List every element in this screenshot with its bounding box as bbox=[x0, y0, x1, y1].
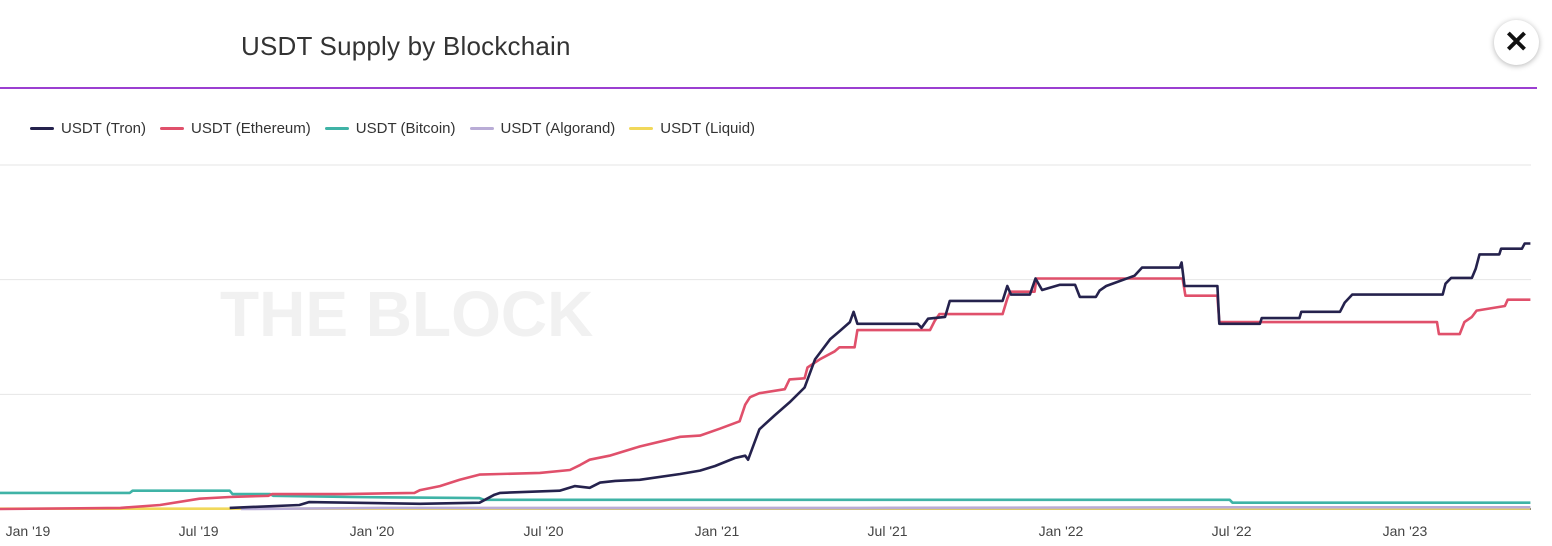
legend-label: USDT (Ethereum) bbox=[191, 120, 311, 137]
legend-item-bitcoin[interactable]: USDT (Bitcoin) bbox=[324, 120, 456, 137]
legend-swatch bbox=[160, 127, 185, 130]
x-tick-label: Jan '23 bbox=[1383, 523, 1428, 539]
legend-swatch bbox=[469, 127, 494, 130]
legend-label: USDT (Bitcoin) bbox=[355, 120, 456, 137]
series-line-usdt-tron bbox=[229, 242, 1531, 510]
legend-item-ethereum[interactable]: USDT (Ethereum) bbox=[160, 120, 311, 137]
watermark-logo: THE BLOCK bbox=[220, 278, 593, 350]
series-line-usdt-algorand bbox=[240, 505, 1531, 511]
legend-item-liquid[interactable]: USDT (Liquid) bbox=[629, 120, 755, 137]
close-x-icon: ✕ bbox=[1503, 25, 1530, 59]
x-tick-label: Jan '22 bbox=[1039, 523, 1084, 539]
header-divider bbox=[0, 87, 1537, 89]
x-tick-label: Jul '22 bbox=[1212, 523, 1252, 539]
legend-swatch bbox=[629, 127, 654, 130]
legend-item-algorand[interactable]: USDT (Algorand) bbox=[469, 120, 616, 137]
x-tick-label: Jul '20 bbox=[524, 523, 564, 539]
legend-label: USDT (Tron) bbox=[61, 120, 147, 137]
x-tick-label: Jan '20 bbox=[350, 523, 395, 539]
legend-item-tron[interactable]: USDT (Tron) bbox=[30, 120, 146, 137]
x-tick-label: Jan '19 bbox=[6, 523, 51, 539]
legend-swatch bbox=[30, 127, 54, 130]
legend-label: USDT (Algorand) bbox=[500, 120, 616, 137]
x-tick-label: Jul '19 bbox=[179, 523, 219, 539]
legend: USDT (Tron) USDT (Ethereum) USDT (Bitcoi… bbox=[30, 120, 755, 137]
series-line-usdt-bitcoin bbox=[0, 489, 1531, 505]
legend-label: USDT (Liquid) bbox=[660, 120, 756, 137]
chart-title: USDT Supply by Blockchain bbox=[241, 31, 571, 61]
legend-swatch bbox=[324, 127, 349, 130]
x-tick-label: Jul '21 bbox=[868, 523, 908, 539]
close-button[interactable]: ✕ bbox=[1494, 20, 1539, 65]
x-tick-label: Jan '21 bbox=[695, 523, 740, 539]
